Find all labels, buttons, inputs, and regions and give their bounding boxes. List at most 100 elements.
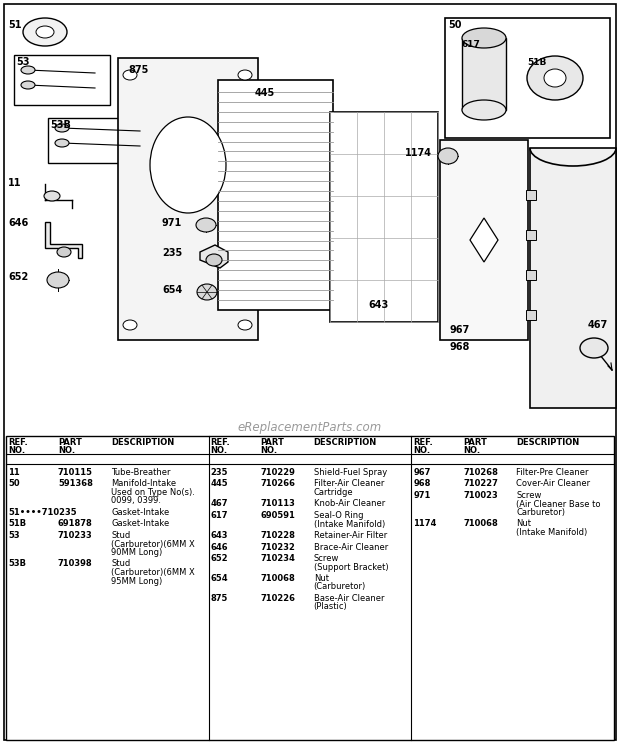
Text: 53: 53	[16, 57, 30, 67]
Text: Manifold-Intake: Manifold-Intake	[111, 479, 176, 489]
Bar	[445, 18, 610, 138]
Text: 50: 50	[8, 479, 20, 489]
Text: Screw: Screw	[314, 554, 339, 563]
Text: 51B: 51B	[8, 519, 26, 528]
Text: 652: 652	[211, 554, 228, 563]
Text: 690591: 690591	[260, 511, 296, 520]
Text: 710115: 710115	[58, 468, 93, 477]
Bar	[6, 436, 614, 740]
Text: NO.: NO.	[463, 446, 480, 455]
Text: 646: 646	[211, 542, 228, 551]
Text: 53B: 53B	[50, 120, 71, 130]
Text: REF.: REF.	[8, 438, 28, 447]
Text: DESCRIPTION: DESCRIPTION	[111, 438, 174, 447]
Text: NO.: NO.	[260, 446, 278, 455]
Text: Screw: Screw	[516, 491, 542, 500]
Text: Retainer-Air Filter: Retainer-Air Filter	[314, 531, 387, 540]
Text: 95MM Long): 95MM Long)	[111, 577, 162, 586]
Text: 646: 646	[8, 218, 29, 228]
Text: PART: PART	[260, 438, 285, 447]
Text: 445: 445	[255, 88, 275, 98]
Text: Stud: Stud	[111, 559, 130, 568]
Text: 11: 11	[8, 178, 22, 188]
Text: Cover-Air Cleaner: Cover-Air Cleaner	[516, 479, 590, 489]
Bar	[526, 270, 536, 280]
Text: 710229: 710229	[260, 468, 296, 477]
Text: 617: 617	[462, 40, 481, 49]
Text: NO.: NO.	[414, 446, 430, 455]
Text: 710266: 710266	[260, 479, 296, 489]
Text: 51••••710235: 51••••710235	[8, 508, 77, 517]
Text: Filter-Air Cleaner: Filter-Air Cleaner	[314, 479, 384, 489]
Text: 875: 875	[211, 594, 228, 603]
Text: 710232: 710232	[260, 542, 296, 551]
Ellipse shape	[44, 191, 60, 201]
Text: 1174: 1174	[405, 148, 432, 158]
Bar	[330, 112, 438, 322]
Bar	[526, 310, 536, 320]
Text: 90MM Long): 90MM Long)	[111, 548, 162, 557]
Text: 967: 967	[414, 468, 431, 477]
Text: 643: 643	[368, 300, 388, 310]
Text: NO.: NO.	[211, 446, 228, 455]
Text: 968: 968	[450, 342, 471, 352]
Text: Cartridge: Cartridge	[314, 488, 353, 497]
Text: Used on Type No(s).: Used on Type No(s).	[111, 488, 195, 497]
Text: 235: 235	[162, 248, 182, 258]
Text: 51: 51	[8, 20, 22, 30]
Ellipse shape	[527, 56, 583, 100]
Text: (Air Cleaner Base to: (Air Cleaner Base to	[516, 499, 601, 508]
Bar	[440, 140, 528, 340]
Text: REF.: REF.	[414, 438, 433, 447]
Ellipse shape	[438, 148, 458, 164]
Text: Brace-Air Cleaner: Brace-Air Cleaner	[314, 542, 388, 551]
Text: 654: 654	[211, 574, 228, 583]
Text: Carburetor): Carburetor)	[516, 508, 565, 517]
Text: (Plastic): (Plastic)	[314, 603, 347, 612]
Text: (Intake Manifold): (Intake Manifold)	[314, 519, 385, 528]
Ellipse shape	[123, 70, 137, 80]
Polygon shape	[45, 222, 82, 258]
Text: 968: 968	[414, 479, 431, 489]
Ellipse shape	[238, 70, 252, 80]
Bar	[218, 80, 333, 310]
Ellipse shape	[462, 28, 506, 48]
Text: DESCRIPTION: DESCRIPTION	[314, 438, 377, 447]
Bar	[530, 148, 616, 408]
Text: 710226: 710226	[260, 594, 296, 603]
Text: Stud: Stud	[111, 531, 130, 540]
Text: NO.: NO.	[58, 446, 75, 455]
Ellipse shape	[197, 284, 217, 300]
Text: Filter-Pre Cleaner: Filter-Pre Cleaner	[516, 468, 589, 477]
Ellipse shape	[150, 117, 226, 213]
Text: (Carburetor): (Carburetor)	[314, 583, 366, 591]
Text: PART: PART	[58, 438, 82, 447]
Ellipse shape	[23, 18, 67, 46]
Text: 654: 654	[162, 285, 182, 295]
Text: 710234: 710234	[260, 554, 296, 563]
Ellipse shape	[36, 26, 54, 38]
Bar	[14, 55, 110, 105]
Ellipse shape	[238, 320, 252, 330]
Text: Knob-Air Cleaner: Knob-Air Cleaner	[314, 499, 385, 508]
Text: 643: 643	[211, 531, 228, 540]
Ellipse shape	[21, 81, 35, 89]
Text: 967: 967	[450, 325, 470, 335]
Text: Nut: Nut	[314, 574, 329, 583]
Text: 445: 445	[211, 479, 228, 489]
Text: NO.: NO.	[8, 446, 25, 455]
Text: 53: 53	[8, 531, 20, 540]
Ellipse shape	[462, 100, 506, 120]
Text: Base-Air Cleaner: Base-Air Cleaner	[314, 594, 384, 603]
Text: Gasket-Intake: Gasket-Intake	[111, 519, 169, 528]
Text: 467: 467	[211, 499, 228, 508]
Text: 710068: 710068	[260, 574, 295, 583]
Text: REF.: REF.	[211, 438, 231, 447]
Ellipse shape	[580, 338, 608, 358]
Text: 50: 50	[448, 20, 461, 30]
Text: (Support Bracket): (Support Bracket)	[314, 562, 388, 571]
Ellipse shape	[123, 320, 137, 330]
Text: 710268: 710268	[463, 468, 498, 477]
Ellipse shape	[57, 247, 71, 257]
Text: Gasket-Intake: Gasket-Intake	[111, 508, 169, 517]
